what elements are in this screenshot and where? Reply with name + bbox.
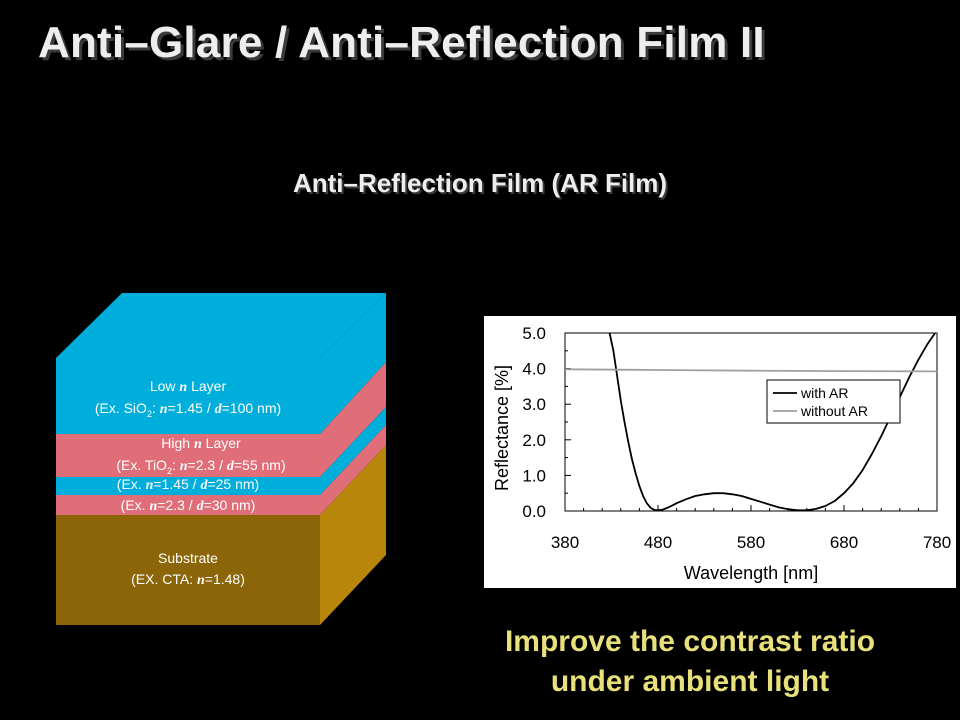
- side-face-thin-low: [320, 407, 386, 495]
- slide-title: Anti–Glare / Anti–Reflection Film II: [38, 18, 765, 67]
- y-tick-label: 3.0: [522, 395, 546, 414]
- label-substrate: Substrate (EX. CTA: n=1.48): [131, 550, 245, 588]
- side-face-high-n: [320, 362, 386, 477]
- side-face-substrate: [320, 445, 386, 625]
- legend-label: with AR: [800, 385, 848, 401]
- label-low-n-layer: Low n Layer (Ex. SiO2: n=1.45 / d=100 nm…: [94, 378, 282, 419]
- conclusion-line-2: under ambient light: [550, 665, 830, 698]
- y-axis-label: Reflectance [%]: [492, 365, 512, 491]
- side-face-thin-high: [320, 425, 386, 515]
- x-tick-label: 580: [737, 533, 765, 552]
- layer-stack-diagram: [56, 293, 386, 625]
- y-tick-label: 2.0: [522, 431, 546, 450]
- y-tick-label: 1.0: [522, 466, 546, 485]
- label-thin-low-layer: (Ex. n=1.45 / d=25 nm): [116, 476, 260, 493]
- x-tick-label: 380: [551, 533, 579, 552]
- front-face-thin-high: [56, 495, 320, 515]
- front-face-substrate: [56, 515, 320, 625]
- x-tick-label: 680: [830, 533, 858, 552]
- reflectance-chart-svg: 380 480 580 680 780 0.0 1.0 2.0 3.0 4.0 5.0 Wavelen…: [492, 324, 951, 583]
- front-face-high-n: [56, 434, 320, 477]
- series-line-with-ar: [608, 332, 936, 512]
- stack-top-face: [56, 293, 386, 358]
- slide-subtitle: Anti–Reflection Film (AR Film): [292, 168, 668, 198]
- y-tick-label: 0.0: [522, 502, 546, 521]
- x-tick-label: 780: [923, 533, 951, 552]
- series-line-without-ar: [564, 368, 938, 373]
- reflectance-chart: 380 480 580 680 780 0.0 1.0 2.0 3.0 4.0 5.0 Wavelen…: [484, 316, 956, 588]
- label-high-n-layer: High n Layer (Ex. TiO2: n=2.3 / d=55 nm): [116, 435, 286, 476]
- label-thin-high-layer: (Ex. n=2.3 / d=30 nm): [120, 497, 256, 514]
- legend-label: without AR: [800, 403, 868, 419]
- conclusion-text: Improve the contrast ratio under ambient…: [420, 622, 960, 702]
- front-face-thin-low: [56, 477, 320, 495]
- side-face-low-n: [320, 293, 386, 434]
- y-tick-label: 4.0: [522, 360, 546, 379]
- chart-legend-box: [766, 379, 901, 424]
- x-axis-label: Wavelength [nm]: [684, 563, 818, 583]
- x-tick-label: 480: [644, 533, 672, 552]
- front-face-low-n: [56, 358, 320, 434]
- y-tick-label: 5.0: [522, 324, 546, 343]
- conclusion-line-1: Improve the contrast ratio: [504, 625, 876, 658]
